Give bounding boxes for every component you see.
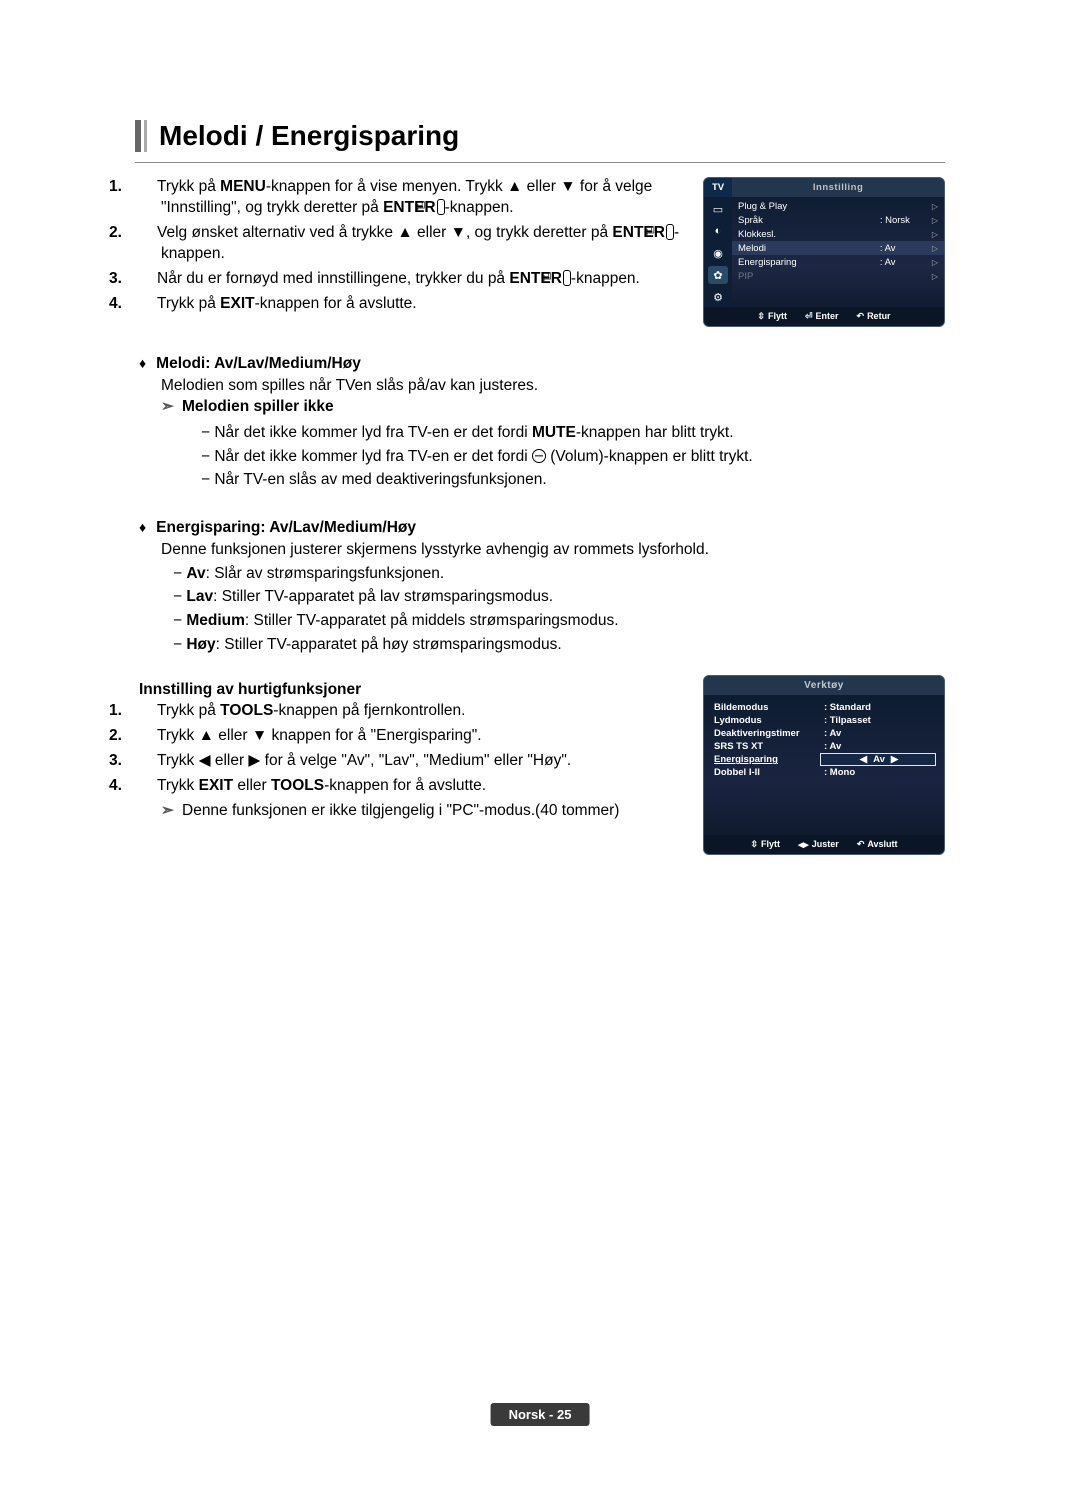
quickset-row: Innstilling av hurtigfunksjoner 1.Trykk … xyxy=(135,681,945,855)
osd-foot-enter: Enter xyxy=(805,311,839,322)
melodi-section: Melodi: Av/Lav/Medium/Høy Melodien som s… xyxy=(161,353,945,491)
energi-desc: Denne funksjonen justerer skjermens lyss… xyxy=(161,539,945,561)
osd-foot-return: Retur xyxy=(857,311,891,322)
main-step: 4.Trykk på EXIT-knappen for å avslutte. xyxy=(161,294,685,315)
osd-foot-move: Flytt xyxy=(757,311,787,322)
energi-bullet: − Høy: Stiller TV-apparatet på høy strøm… xyxy=(185,634,945,656)
osd-tool-foot-adjust: Juster xyxy=(798,839,839,850)
title-divider xyxy=(135,162,945,163)
page-title: Melodi / Energisparing xyxy=(159,120,459,152)
osd-tool-title: Verktøy xyxy=(704,676,944,695)
osd-side-icon: ⚙ xyxy=(708,288,728,306)
osd-row: PIP▷ xyxy=(732,269,944,283)
quick-step: 4.Trykk EXIT eller TOOLS-knappen for å a… xyxy=(161,776,685,797)
osd-side-icon: ◉ xyxy=(708,244,728,262)
title-bar: Melodi / Energisparing xyxy=(135,120,945,152)
osd-tv-label: TV xyxy=(704,178,732,197)
osd-tool-row: Deaktiveringstimer: Av xyxy=(714,727,934,740)
osd-settings-screenshot: TV Innstilling ▭ ◐ ◉ ✿ ⚙ Plug & Play▷Språk: … xyxy=(703,177,945,327)
osd-tool-row: EnergisparingAv xyxy=(714,753,934,766)
feature-list: Melodi: Av/Lav/Medium/Høy Melodien som s… xyxy=(135,353,945,655)
melodi-subhead: Melodien spiller ikke xyxy=(161,396,945,418)
energi-bullet: − Medium: Stiller TV-apparatet på middel… xyxy=(185,610,945,632)
melodi-bullet: − Når det ikke kommer lyd fra TV-en er d… xyxy=(213,422,945,444)
osd-row: Plug & Play▷ xyxy=(732,199,944,213)
osd-tool-row: Dobbel I-II: Mono xyxy=(714,766,934,779)
quickset-note: Denne funksjonen er ikke tilgjengelig i … xyxy=(161,801,685,820)
osd-sidebar: ▭ ◐ ◉ ✿ ⚙ xyxy=(704,197,732,307)
osd-side-icon: ▭ xyxy=(708,200,728,218)
melodi-bullets: − Når det ikke kommer lyd fra TV-en er d… xyxy=(161,422,945,491)
title-ornament xyxy=(135,120,147,152)
osd-row: Klokkesl.▷ xyxy=(732,227,944,241)
osd-row: Språk: Norsk▷ xyxy=(732,213,944,227)
osd-title: Innstilling xyxy=(732,178,944,197)
energi-bullet: − Lav: Stiller TV-apparatet på lav strøm… xyxy=(185,586,945,608)
osd-tool-foot-move: Flytt xyxy=(750,839,780,850)
quick-step: 1.Trykk på TOOLS-knappen på fjernkontrol… xyxy=(161,701,685,722)
main-step: 2.Velg ønsket alternativ ved å trykke ▲ … xyxy=(161,223,685,265)
main-step: 1.Trykk på MENU-knappen for å vise menye… xyxy=(161,177,685,219)
osd-footer: Flytt Enter Retur xyxy=(704,307,944,326)
osd-tool-rows: Bildemodus: StandardLydmodus: TilpassetD… xyxy=(704,695,944,835)
osd-side-icon: ✿ xyxy=(708,266,728,284)
osd-row: Energisparing: Av▷ xyxy=(732,255,944,269)
intro-row: 1.Trykk på MENU-knappen for å vise menye… xyxy=(135,177,945,327)
page-footer: Norsk - 25 xyxy=(491,1403,590,1426)
osd-tool-footer: Flytt Juster Avslutt xyxy=(704,835,944,854)
osd-tool-row: SRS TS XT: Av xyxy=(714,740,934,753)
quickset-steps: 1.Trykk på TOOLS-knappen på fjernkontrol… xyxy=(135,701,685,797)
energi-section: Energisparing: Av/Lav/Medium/Høy Denne f… xyxy=(161,517,945,655)
melodi-bullet: − Når TV-en slås av med deaktiveringsfun… xyxy=(213,469,945,491)
melodi-bullet: − Når det ikke kommer lyd fra TV-en er d… xyxy=(213,446,945,468)
main-steps: 1.Trykk på MENU-knappen for å vise menye… xyxy=(135,177,685,315)
quickset-head: Innstilling av hurtigfunksjoner xyxy=(135,681,685,699)
osd-tool-row: Bildemodus: Standard xyxy=(714,701,934,714)
osd-row: Melodi: Av▷ xyxy=(732,241,944,255)
energi-bullets: − Av: Slår av strømsparingsfunksjonen.− … xyxy=(161,563,945,656)
osd-tool-foot-exit: Avslutt xyxy=(857,839,898,850)
quick-step: 3.Trykk ◀ eller ▶ for å velge "Av", "Lav… xyxy=(161,751,685,772)
osd-side-icon: ◐ xyxy=(708,222,728,240)
main-step: 3.Når du er fornøyd med innstillingene, … xyxy=(161,269,685,290)
osd-rows: Plug & Play▷Språk: Norsk▷Klokkesl.▷Melod… xyxy=(732,197,944,307)
osd-tools-screenshot: Verktøy Bildemodus: StandardLydmodus: Ti… xyxy=(703,675,945,855)
energi-head: Energisparing: Av/Lav/Medium/Høy xyxy=(161,517,945,539)
melodi-head: Melodi: Av/Lav/Medium/Høy xyxy=(161,353,945,375)
osd-tool-row: Lydmodus: Tilpasset xyxy=(714,714,934,727)
quick-step: 2.Trykk ▲ eller ▼ knappen for å "Energis… xyxy=(161,726,685,747)
energi-bullet: − Av: Slår av strømsparingsfunksjonen. xyxy=(185,563,945,585)
melodi-desc: Melodien som spilles når TVen slås på/av… xyxy=(161,375,945,397)
